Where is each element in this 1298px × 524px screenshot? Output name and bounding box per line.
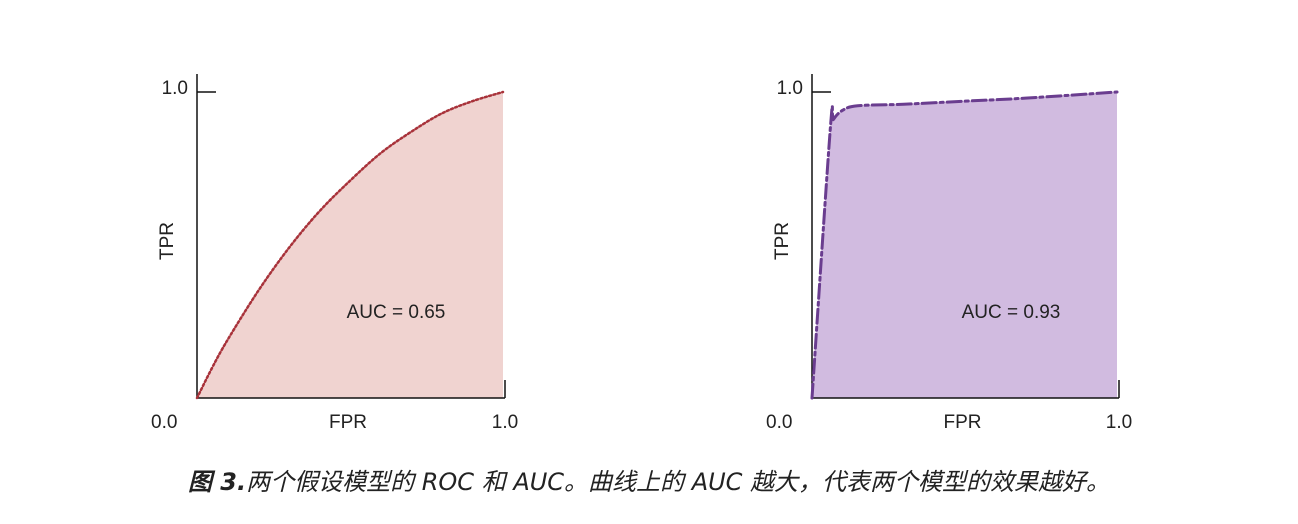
roc-curve <box>195 90 505 400</box>
roc-chart-right: 1.0 0.0 1.0 FPR TPR AUC = 0.93 <box>766 74 1132 433</box>
x-tick-label-end: 1.0 <box>492 412 518 433</box>
auc-area <box>812 92 1117 398</box>
roc-curve <box>810 90 1119 400</box>
x-tick-label-end: 1.0 <box>1106 412 1132 433</box>
auc-annotation: AUC = 0.93 <box>962 302 1061 323</box>
x-axis-title: FPR <box>329 412 367 433</box>
y-tick-label: 1.0 <box>777 78 803 99</box>
y-tick-label: 1.0 <box>162 78 188 99</box>
y-axis-title: TPR <box>157 222 178 260</box>
figure-caption: 图 3.两个假设模型的 ROC 和 AUC。曲线上的 AUC 越大，代表两个模型… <box>0 462 1298 497</box>
x-tick-label-start: 0.0 <box>766 412 792 433</box>
roc-chart-left: 1.0 0.0 1.0 FPR TPR AUC = 0.65 <box>151 74 518 433</box>
caption-label: 图 3. <box>187 468 247 496</box>
caption-text: 两个假设模型的 ROC 和 AUC。曲线上的 AUC 越大，代表两个模型的效果越… <box>246 468 1111 496</box>
y-axis-title: TPR <box>772 222 793 260</box>
x-axis-title: FPR <box>944 412 982 433</box>
x-tick-label-start: 0.0 <box>151 412 177 433</box>
roc-figure: 1.0 0.0 1.0 FPR TPR AUC = 0.65 1.0 0.0 1.0 FPR TP… <box>151 74 1132 433</box>
auc-annotation: AUC = 0.65 <box>347 302 446 323</box>
auc-area <box>197 92 503 398</box>
